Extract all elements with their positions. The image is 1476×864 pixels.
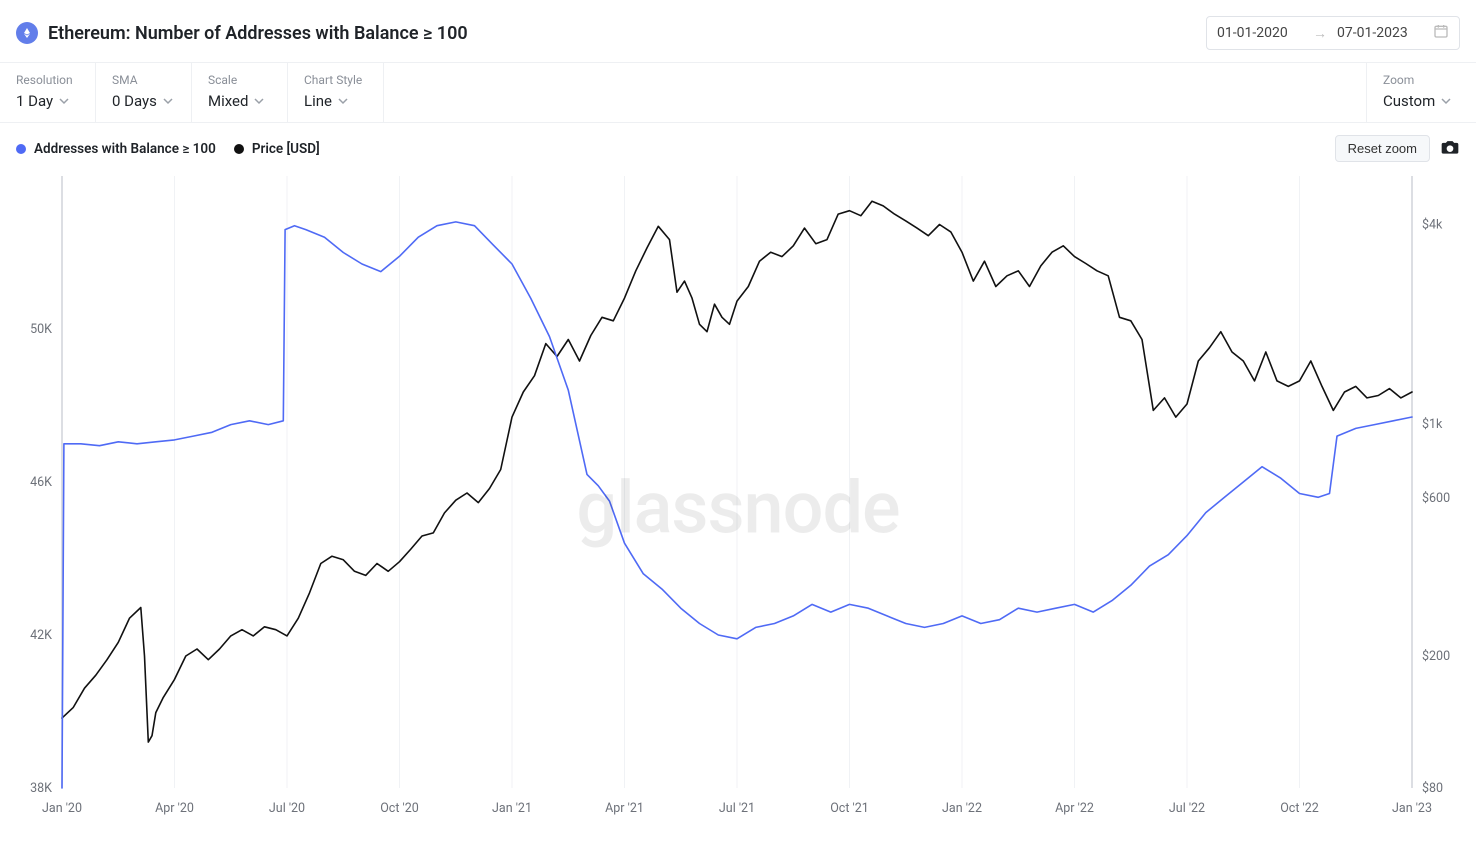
page-title: Ethereum: Number of Addresses with Balan… [48, 23, 468, 44]
legend-left: Addresses with Balance ≥ 100 Price [USD] [16, 141, 320, 157]
zoom-value: Custom [1383, 92, 1435, 110]
legend-right: Reset zoom [1335, 135, 1460, 162]
svg-text:Oct '22: Oct '22 [1280, 801, 1319, 816]
chart-style-select[interactable]: Chart Style Line [288, 63, 384, 122]
sma-value: 0 Days [112, 92, 157, 110]
chevron-down-icon [163, 91, 173, 110]
legend-series-addresses[interactable]: Addresses with Balance ≥ 100 [16, 141, 216, 157]
date-to: 07-01-2023 [1337, 25, 1423, 41]
controls-row: Resolution 1 Day SMA 0 Days Scale Mixed … [0, 62, 1476, 123]
svg-text:50K: 50K [30, 322, 52, 337]
scale-value: Mixed [208, 92, 248, 110]
svg-text:Jul '20: Jul '20 [269, 801, 305, 816]
svg-text:38K: 38K [30, 781, 52, 796]
chart-svg: Jan '20 Apr '20 Jul '20 Oct '20 Jan '21 Apr '… [16, 168, 1460, 848]
controls-left: Resolution 1 Day SMA 0 Days Scale Mixed … [0, 63, 384, 122]
scale-select[interactable]: Scale Mixed [192, 63, 288, 122]
sma-select[interactable]: SMA 0 Days [96, 63, 192, 122]
date-from: 01-01-2020 [1217, 25, 1303, 41]
legend-label: Price [USD] [252, 141, 320, 157]
svg-text:Jul '21: Jul '21 [719, 801, 755, 816]
chevron-down-icon [254, 91, 264, 110]
svg-text:Apr '20: Apr '20 [155, 801, 194, 816]
chevron-down-icon [1441, 91, 1451, 110]
svg-text:Apr '22: Apr '22 [1055, 801, 1094, 816]
controls-right: Zoom Custom [1366, 63, 1476, 122]
resolution-select[interactable]: Resolution 1 Day [0, 63, 96, 122]
reset-zoom-button[interactable]: Reset zoom [1335, 135, 1430, 162]
camera-icon[interactable] [1440, 137, 1460, 161]
svg-text:Jan '22: Jan '22 [942, 801, 982, 816]
svg-text:$600: $600 [1422, 491, 1450, 506]
svg-text:$1k: $1k [1422, 417, 1443, 432]
zoom-select[interactable]: Zoom Custom [1366, 63, 1476, 122]
svg-text:Jan '20: Jan '20 [42, 801, 82, 816]
svg-text:Oct '20: Oct '20 [380, 801, 419, 816]
date-arrow-icon: → [1313, 25, 1327, 42]
title-group: Ethereum: Number of Addresses with Balan… [16, 22, 468, 44]
chart-style-value: Line [304, 92, 332, 110]
svg-text:Apr '21: Apr '21 [605, 801, 644, 816]
svg-text:Jan '21: Jan '21 [492, 801, 532, 816]
chart-area[interactable]: Jan '20 Apr '20 Jul '20 Oct '20 Jan '21 Apr '… [16, 168, 1460, 848]
resolution-value: 1 Day [16, 92, 53, 110]
chevron-down-icon [59, 91, 69, 110]
date-range-picker[interactable]: 01-01-2020 → 07-01-2023 [1206, 16, 1460, 50]
svg-text:42K: 42K [30, 628, 52, 643]
chevron-down-icon [338, 91, 348, 110]
zoom-label: Zoom [1383, 73, 1458, 87]
svg-text:Jul '22: Jul '22 [1169, 801, 1205, 816]
resolution-label: Resolution [16, 73, 77, 87]
legend-series-price[interactable]: Price [USD] [234, 141, 320, 157]
legend-dot [234, 144, 244, 154]
svg-text:46K: 46K [30, 475, 52, 490]
chart-style-label: Chart Style [304, 73, 365, 87]
scale-label: Scale [208, 73, 269, 87]
legend-label: Addresses with Balance ≥ 100 [34, 141, 216, 157]
legend-dot [16, 144, 26, 154]
svg-text:Oct '21: Oct '21 [830, 801, 869, 816]
ethereum-icon [16, 22, 38, 44]
header-row: Ethereum: Number of Addresses with Balan… [0, 0, 1476, 62]
svg-text:$80: $80 [1422, 781, 1443, 796]
calendar-icon [1433, 23, 1449, 43]
svg-text:Jan '23: Jan '23 [1392, 801, 1432, 816]
legend-row: Addresses with Balance ≥ 100 Price [USD]… [0, 123, 1476, 168]
svg-text:$200: $200 [1422, 649, 1450, 664]
sma-label: SMA [112, 73, 173, 87]
svg-text:$4k: $4k [1422, 217, 1443, 232]
